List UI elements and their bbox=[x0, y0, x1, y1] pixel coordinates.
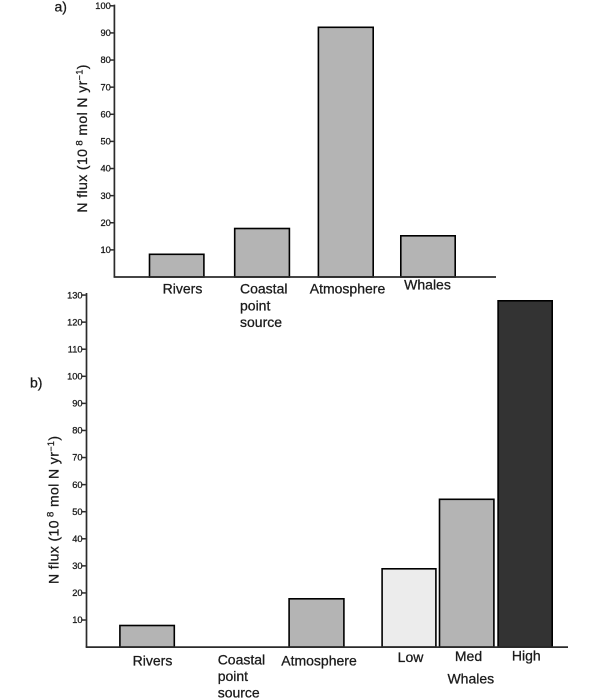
svg-text:110: 110 bbox=[68, 344, 83, 354]
svg-text:Rivers: Rivers bbox=[163, 281, 203, 297]
svg-text:Low: Low bbox=[398, 649, 425, 665]
svg-text:80: 80 bbox=[72, 426, 82, 436]
svg-text:30: 30 bbox=[100, 191, 110, 201]
svg-text:50: 50 bbox=[100, 137, 110, 147]
svg-text:Coastal: Coastal bbox=[240, 281, 287, 297]
svg-text:60: 60 bbox=[72, 480, 82, 490]
svg-text:Atmosphere: Atmosphere bbox=[310, 281, 386, 297]
svg-text:a): a) bbox=[55, 0, 67, 15]
svg-text:90: 90 bbox=[100, 28, 110, 38]
svg-text:40: 40 bbox=[100, 164, 110, 174]
svg-text:40: 40 bbox=[72, 534, 82, 544]
svg-text:Whales: Whales bbox=[404, 277, 451, 293]
svg-text:Atmosphere: Atmosphere bbox=[281, 653, 357, 669]
svg-text:source: source bbox=[240, 314, 282, 330]
svg-text:source: source bbox=[218, 685, 260, 700]
svg-text:Whales: Whales bbox=[447, 671, 494, 687]
svg-text:point: point bbox=[218, 668, 248, 684]
svg-text:80: 80 bbox=[100, 55, 110, 65]
svg-text:point: point bbox=[240, 297, 270, 313]
svg-text:10: 10 bbox=[100, 245, 110, 255]
svg-text:30: 30 bbox=[72, 561, 82, 571]
svg-text:100: 100 bbox=[95, 1, 111, 11]
svg-text:Coastal: Coastal bbox=[218, 652, 265, 668]
svg-text:10: 10 bbox=[72, 615, 82, 625]
svg-text:60: 60 bbox=[100, 110, 110, 120]
svg-text:50: 50 bbox=[72, 507, 82, 517]
svg-text:Rivers: Rivers bbox=[133, 653, 173, 669]
svg-text:120: 120 bbox=[67, 317, 83, 327]
svg-text:100: 100 bbox=[67, 372, 83, 382]
svg-text:N flux (10 8 mol N yr−1): N flux (10 8 mol N yr−1) bbox=[74, 64, 90, 212]
svg-text:70: 70 bbox=[72, 453, 82, 463]
svg-text:90: 90 bbox=[72, 399, 82, 409]
svg-text:70: 70 bbox=[100, 82, 110, 92]
svg-text:130: 130 bbox=[67, 290, 83, 300]
svg-text:20: 20 bbox=[100, 218, 110, 228]
svg-text:20: 20 bbox=[72, 588, 82, 598]
svg-text:Med: Med bbox=[455, 648, 482, 664]
svg-text:N flux (10 8 mol N yr−1): N flux (10 8 mol N yr−1) bbox=[45, 436, 61, 584]
svg-text:b): b) bbox=[30, 375, 42, 391]
svg-text:High: High bbox=[512, 648, 541, 664]
